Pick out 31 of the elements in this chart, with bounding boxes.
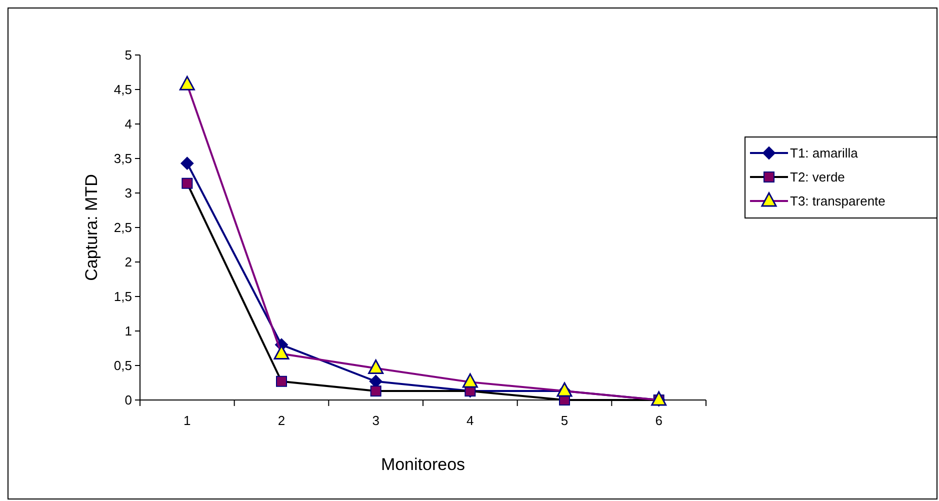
point — [179, 76, 195, 90]
y-tick-label: 3 — [124, 186, 132, 201]
y-tick-label: 0,5 — [114, 358, 132, 374]
x-tick-label: 6 — [655, 413, 662, 428]
point — [274, 345, 290, 360]
y-axis-title: Captura: MTD — [82, 174, 101, 281]
y-tick-label: 1,5 — [114, 289, 132, 304]
legend-label: T3: transparente — [790, 194, 886, 209]
point — [369, 374, 382, 388]
x-axis-title: Monitoreos — [380, 455, 466, 474]
y-tick-label: 2,5 — [114, 220, 132, 236]
y-tick-label: 2 — [124, 254, 132, 270]
point — [276, 376, 287, 387]
legend-label: T1: amarilla — [790, 146, 859, 161]
point — [182, 178, 193, 189]
y-tick-label: 4 — [124, 116, 132, 132]
y-tick-label: 3,5 — [114, 151, 132, 166]
point — [370, 386, 382, 397]
x-tick-label: 2 — [278, 413, 286, 428]
x-tick-label: 3 — [372, 413, 380, 428]
point — [368, 360, 384, 374]
y-tick-label: 5 — [124, 48, 132, 63]
point — [180, 156, 194, 170]
x-tick-label: 5 — [560, 413, 568, 428]
y-tick-label: 0 — [124, 392, 132, 408]
point — [462, 373, 478, 388]
legend-label: T2: verde — [790, 170, 845, 185]
y-tick-label: 1 — [124, 324, 132, 339]
x-tick-label: 4 — [466, 413, 474, 428]
y-tick-label: 4,5 — [114, 82, 132, 98]
x-tick-label: 1 — [184, 413, 191, 428]
